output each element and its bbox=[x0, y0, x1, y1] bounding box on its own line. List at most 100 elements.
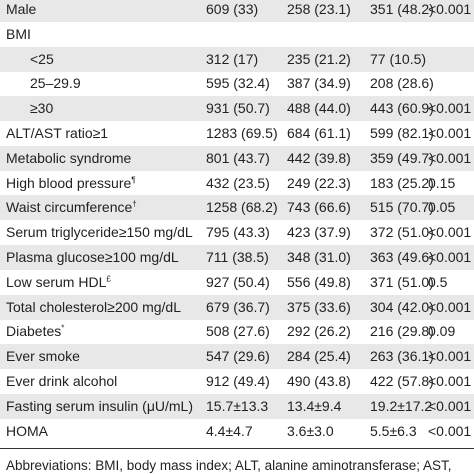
footnote: Abbreviations: BMI, body mass index; ALT… bbox=[6, 458, 452, 473]
table-cell: 5.5±6.3 bbox=[370, 422, 417, 439]
table-cell: <0.001 bbox=[428, 224, 472, 241]
row-label-text: Total cholesterol≥200 mg/dL bbox=[6, 298, 182, 315]
table-cell: 258 (23.1) bbox=[287, 1, 351, 17]
table-cell: 1258 (68.2) bbox=[206, 199, 278, 216]
table-row: Serum triglyceride≥150 mg/dL 795 (43.3) 42… bbox=[0, 220, 474, 245]
table-cell: 684 (61.1) bbox=[287, 125, 351, 141]
table-cell: 375 (33.6) bbox=[287, 298, 351, 315]
table-cell: 0.09 bbox=[428, 323, 456, 340]
footnote-mark: ¶ bbox=[131, 174, 136, 184]
table-cell: 488 (44.0) bbox=[287, 100, 351, 117]
table-cell: 432 (23.5) bbox=[206, 174, 270, 191]
table-cell: 284 (25.4) bbox=[287, 348, 351, 365]
row-label: Low serum HDL£ bbox=[6, 270, 111, 295]
table-cell: 359 (49.7) bbox=[370, 149, 434, 166]
row-label-text: Serum triglyceride≥150 mg/dL bbox=[6, 224, 193, 241]
table-cell: 183 (25.2) bbox=[370, 174, 434, 191]
table-cell: 249 (22.3) bbox=[287, 174, 351, 191]
table-cell: <0.001 bbox=[428, 125, 472, 141]
table-cell: <0.001 bbox=[428, 100, 472, 117]
table-cell: 0.5 bbox=[428, 273, 448, 290]
row-label: Serum triglyceride≥150 mg/dL bbox=[6, 220, 193, 245]
table-row: Waist circumference† 1258 (68.2) 743 (66.6… bbox=[0, 195, 474, 221]
row-label: Diabetes* bbox=[6, 319, 64, 344]
table-cell: 422 (57.8) bbox=[370, 373, 434, 389]
table-row: High blood pressure¶ 432 (23.5) 249 (22.3)… bbox=[0, 171, 474, 196]
row-label: Ever drink alcohol bbox=[6, 369, 117, 394]
row-label: Total cholesterol≥200 mg/dL bbox=[6, 295, 181, 320]
row-label-text: Waist circumference bbox=[6, 199, 133, 216]
table-cell: 423 (37.9) bbox=[287, 224, 351, 241]
table-cell: 743 (66.6) bbox=[287, 199, 351, 216]
table-cell: 372 (51.0) bbox=[370, 224, 434, 241]
row-label-text: Ever drink alcohol bbox=[6, 373, 118, 389]
table-cell: <0.001 bbox=[428, 397, 472, 414]
table-cell: 490 (43.8) bbox=[287, 373, 351, 389]
table-cell: <0.001 bbox=[428, 298, 472, 315]
table-cell: 679 (36.7) bbox=[206, 298, 270, 315]
table-cell: <0.001 bbox=[428, 249, 472, 265]
table-cell: 508 (27.6) bbox=[206, 323, 270, 340]
table-cell: 795 (43.3) bbox=[206, 224, 270, 241]
table-cell: 0.15 bbox=[428, 174, 456, 191]
table-cell: 235 (21.2) bbox=[287, 50, 351, 67]
table-cell: 19.2±17.2 bbox=[370, 397, 433, 414]
row-label: HOMA bbox=[6, 419, 48, 444]
row-label-text: Fasting serum insulin (μU/mL) bbox=[6, 397, 194, 414]
table-cell: 77 (10.5) bbox=[370, 50, 427, 67]
table-row: <25 312 (17) 235 (21.2) 77 (10.5) bbox=[0, 46, 474, 72]
table-row: Ever drink alcohol 912 (49.4) 490 (43.8) 42… bbox=[0, 369, 474, 394]
row-label-text: BMI bbox=[6, 25, 31, 42]
table-cell: 556 (49.8) bbox=[287, 273, 351, 290]
footnote-mark: £ bbox=[106, 274, 111, 284]
table-cell: 263 (36.1) bbox=[370, 348, 434, 365]
table-cell: <0.001 bbox=[428, 348, 472, 365]
row-label: Fasting serum insulin (μU/mL) bbox=[6, 394, 193, 419]
table-row: Fasting serum insulin (μU/mL) 15.7±13.3 13… bbox=[0, 393, 474, 419]
row-label: Waist circumference† bbox=[6, 195, 137, 220]
table-cell: 609 (33) bbox=[206, 1, 259, 17]
table-cell: <0.001 bbox=[428, 1, 472, 17]
table-cell: 927 (50.4) bbox=[206, 273, 270, 290]
row-label: Metabolic syndrome bbox=[6, 146, 131, 171]
table-cell: 292 (26.2) bbox=[287, 323, 351, 340]
row-label: ALT/AST ratio≥1 bbox=[6, 121, 108, 146]
row-label: BMI bbox=[6, 22, 31, 47]
row-label-text: High blood pressure bbox=[6, 174, 132, 191]
row-label-text: ≥30 bbox=[30, 100, 54, 117]
table-row: Ever smoke 547 (29.6) 284 (25.4) 263 (36.1)… bbox=[0, 344, 474, 370]
table-cell: 547 (29.6) bbox=[206, 348, 270, 365]
table-cell: 515 (70.7) bbox=[370, 199, 434, 216]
footnote-mark: * bbox=[61, 323, 65, 333]
table-row: 25–29.9 595 (32.4) 387 (34.9) 208 (28.6) bbox=[0, 71, 474, 96]
table-cell: 348 (31.0) bbox=[287, 249, 351, 265]
row-label: ≥30 bbox=[30, 96, 53, 121]
row-label-text: HOMA bbox=[6, 422, 48, 439]
row-label-text: <25 bbox=[30, 50, 54, 67]
table-cell: 371 (51.0) bbox=[370, 273, 434, 290]
table-cell: 387 (34.9) bbox=[287, 75, 351, 92]
table-row: ≥30 931 (50.7) 488 (44.0) 443 (60.9) <0.001 bbox=[0, 96, 474, 122]
row-label-text: ALT/AST ratio≥1 bbox=[6, 125, 109, 141]
table-cell: 1283 (69.5) bbox=[206, 125, 278, 141]
table-cell: 4.4±4.7 bbox=[206, 422, 253, 439]
row-label-text: Plasma glucose≥100 mg/dL bbox=[6, 249, 179, 265]
table-cell: 595 (32.4) bbox=[206, 75, 270, 92]
row-label-text: Low serum HDL bbox=[6, 273, 107, 290]
table-rule bbox=[0, 448, 474, 449]
row-label: High blood pressure¶ bbox=[6, 171, 136, 196]
table-cell: 711 (38.5) bbox=[206, 249, 269, 265]
table-cell: 442 (39.8) bbox=[287, 149, 351, 166]
row-label: Plasma glucose≥100 mg/dL bbox=[6, 245, 179, 270]
row-label: Ever smoke bbox=[6, 344, 80, 369]
table-row: Plasma glucose≥100 mg/dL 711 (38.5) 348 (3… bbox=[0, 245, 474, 270]
table-row: BMI bbox=[0, 22, 474, 47]
table-cell: 0.05 bbox=[428, 199, 456, 216]
table-cell: 304 (42.0) bbox=[370, 298, 434, 315]
row-label: 25–29.9 bbox=[30, 71, 81, 96]
table-cell: 15.7±13.3 bbox=[206, 397, 269, 414]
table-cell: 208 (28.6) bbox=[370, 75, 434, 92]
table-row: Metabolic syndrome 801 (43.7) 442 (39.8) 35… bbox=[0, 145, 474, 171]
table-cell: 351 (48.2) bbox=[370, 1, 434, 17]
